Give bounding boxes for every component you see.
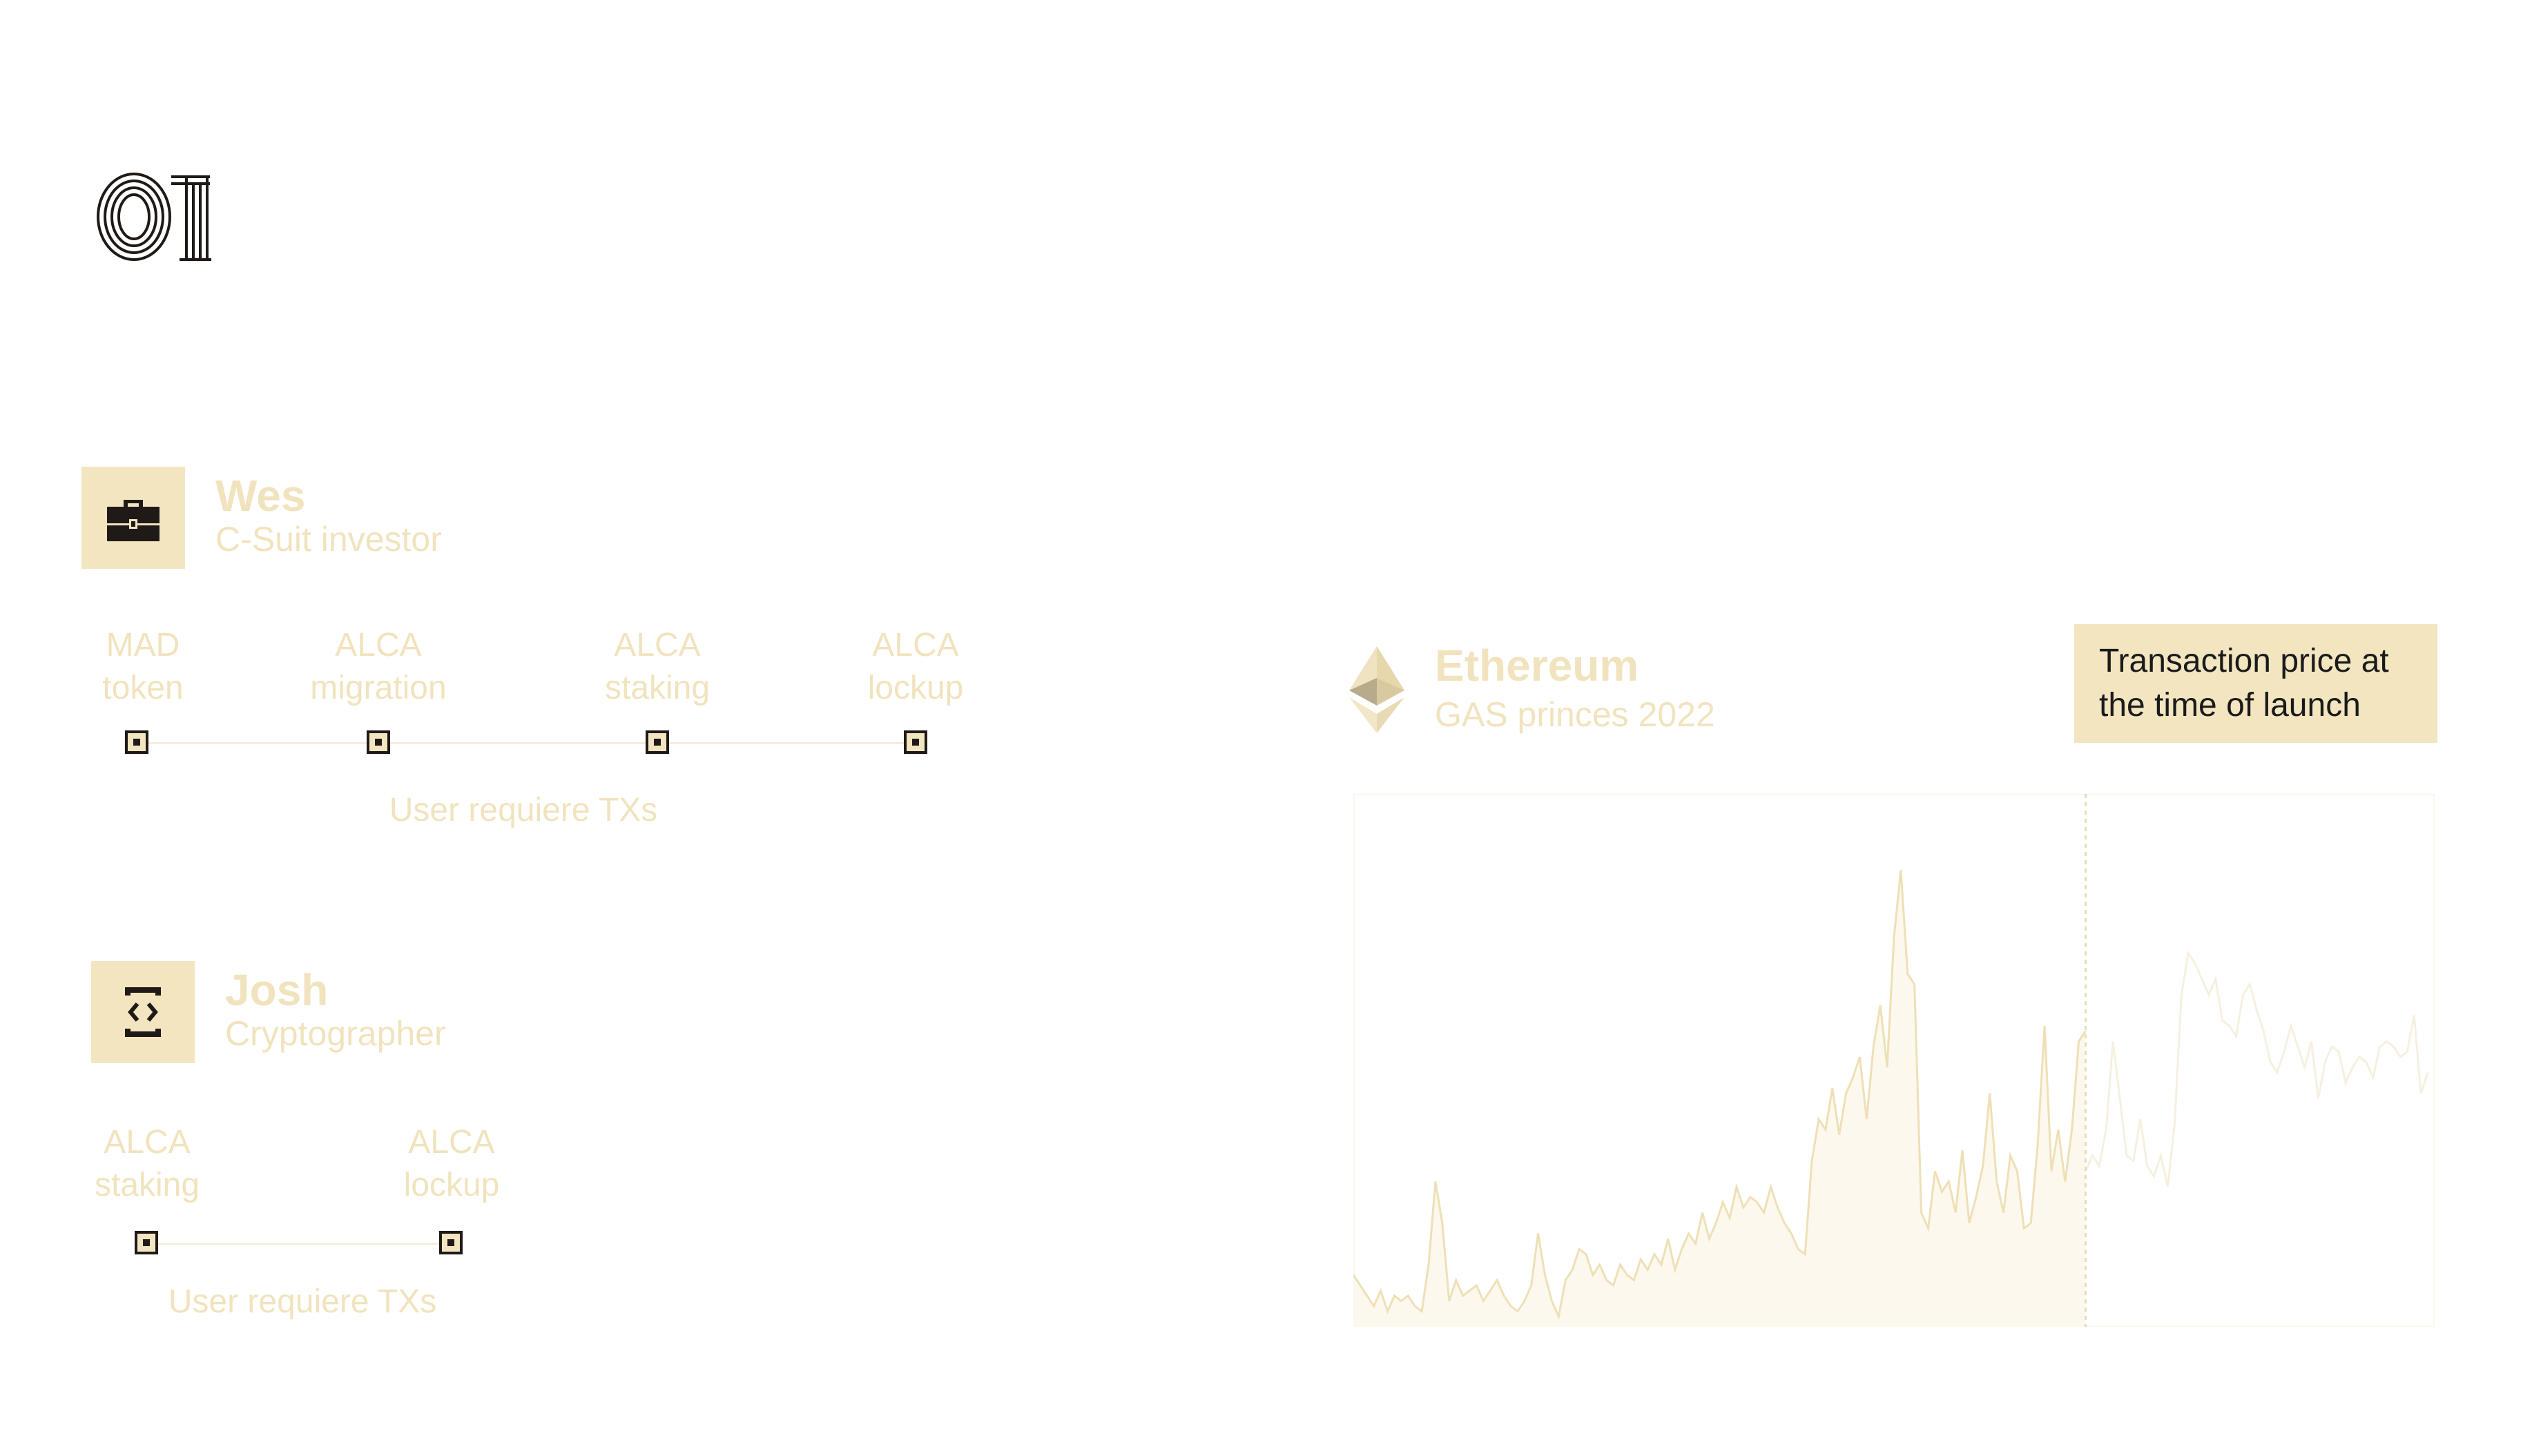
- step-label: ALCA lockup: [867, 627, 964, 706]
- ethereum-icon: [1349, 646, 1404, 733]
- step-label: ALCA lockup: [403, 1124, 500, 1203]
- code-brackets-icon: [125, 987, 161, 1037]
- section-number: 01: [94, 164, 211, 261]
- step-label: ALCA staking: [94, 1124, 200, 1203]
- step-label: ALCA staking: [604, 627, 710, 706]
- persona-avatar-wes: [81, 467, 185, 569]
- timeline-node: [367, 730, 390, 754]
- persona-role: C-Suit investor: [215, 520, 442, 559]
- timeline-node: [135, 1231, 158, 1254]
- persona-avatar-josh: [91, 961, 195, 1063]
- persona-name: Josh: [225, 965, 329, 1015]
- svg-text:01: 01: [94, 164, 95, 165]
- timeline-node: [125, 730, 148, 754]
- launch-callout: Transaction price at the time of launch: [2074, 624, 2437, 743]
- chart-title: Ethereum: [1435, 641, 1639, 690]
- timeline-node: [439, 1231, 463, 1254]
- persona-role: Cryptographer: [225, 1014, 446, 1053]
- timeline-node: [646, 730, 669, 754]
- tx-caption: User requiere TXs: [389, 792, 658, 828]
- tx-caption: User requiere TXs: [168, 1283, 437, 1320]
- step-label: ALCA migration: [310, 627, 447, 706]
- chart-subtitle: GAS princes 2022: [1435, 695, 1715, 734]
- briefcase-icon: [107, 500, 160, 541]
- gas-line-past: [1353, 870, 2087, 1321]
- gas-line-after-launch: [2085, 950, 2429, 1187]
- timeline-line: [137, 742, 916, 744]
- timeline-node: [904, 730, 927, 754]
- gas-price-chart: [1353, 794, 2435, 1327]
- timeline-line: [146, 1243, 450, 1245]
- persona-name: Wes: [215, 471, 306, 521]
- gas-area-fill: [1353, 870, 2086, 1327]
- step-label: MAD token: [102, 627, 184, 706]
